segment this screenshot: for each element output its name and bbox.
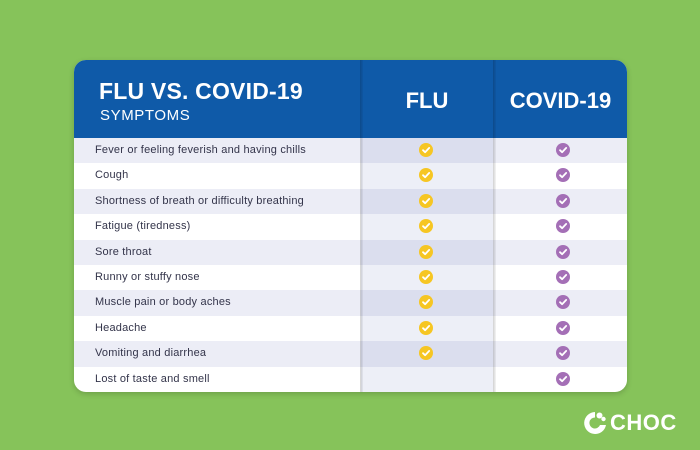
check-circle-icon	[556, 346, 570, 361]
check-circle-icon	[419, 295, 433, 310]
check-circle-icon	[556, 371, 570, 386]
table-row: Cough	[74, 163, 627, 189]
check-circle-icon	[556, 269, 570, 284]
page-subtitle: SYMPTOMS	[100, 107, 191, 124]
check-circle-icon	[419, 244, 433, 259]
column-header-covid: COVID-19	[509, 88, 612, 113]
check-circle-icon	[556, 244, 570, 259]
choc-logo: CHOC	[582, 410, 677, 436]
choc-logo-icon	[584, 412, 606, 434]
table-row: Fever or feeling feverish and having chi…	[74, 138, 627, 164]
column-divider	[493, 60, 496, 392]
symptom-label: Shortness of breath or difficulty breath…	[95, 194, 304, 207]
check-circle-icon	[419, 269, 433, 284]
check-circle-icon	[419, 346, 433, 361]
table-row: Headache	[74, 315, 627, 342]
symptom-label: Cough	[95, 169, 129, 182]
table-row: Shortness of breath or difficulty breath…	[74, 188, 627, 215]
check-circle-icon	[556, 320, 570, 335]
symptom-label: Lost of taste and smell	[95, 372, 210, 385]
symptom-label: Runny or stuffy nose	[95, 270, 200, 283]
symptom-label: Muscle pain or body aches	[95, 296, 231, 309]
table-row: Sore throat	[74, 239, 627, 265]
table-row: Lost of taste and smell	[74, 366, 627, 392]
column-header-flu: FLU	[405, 88, 449, 113]
symptom-label: Vomiting and diarrhea	[95, 347, 207, 360]
flu-cell	[361, 366, 493, 392]
column-divider	[360, 60, 363, 392]
logo-text: CHOC	[610, 410, 677, 435]
check-circle-icon	[556, 143, 570, 157]
check-circle-icon	[556, 168, 570, 183]
table-row: Fatigue (tiredness)	[74, 214, 627, 240]
check-circle-icon	[419, 193, 433, 208]
symptom-label: Fever or feeling feverish and having chi…	[95, 144, 306, 156]
page-title: FLU VS. COVID-19	[99, 78, 303, 104]
check-circle-icon	[419, 143, 433, 157]
table-row: Runny or stuffy nose	[74, 264, 627, 291]
check-circle-icon	[556, 219, 570, 234]
table-row: Vomiting and diarrhea	[74, 341, 627, 367]
check-circle-icon	[419, 219, 433, 234]
check-circle-icon	[419, 320, 433, 335]
symptom-label: Sore throat	[95, 245, 152, 258]
check-circle-icon	[556, 193, 570, 208]
table-row: Muscle pain or body aches	[74, 290, 627, 316]
symptom-rows: Fever or feeling feverish and having chi…	[74, 138, 627, 392]
symptom-label: Fatigue (tiredness)	[95, 220, 191, 233]
check-circle-icon	[556, 295, 570, 310]
comparison-table: FLU VS. COVID-19 SYMPTOMS FLU COVID-19 F…	[74, 60, 627, 392]
table-header: FLU VS. COVID-19 SYMPTOMS FLU COVID-19	[74, 60, 627, 138]
symptom-label: Headache	[95, 321, 147, 334]
check-circle-icon	[419, 168, 433, 183]
